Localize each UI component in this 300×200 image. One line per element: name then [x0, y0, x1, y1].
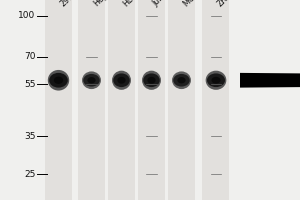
Ellipse shape [172, 71, 191, 89]
Text: 100: 100 [18, 11, 35, 20]
Ellipse shape [142, 71, 161, 90]
Bar [108, 0, 135, 200]
Text: 35: 35 [24, 132, 35, 141]
Ellipse shape [177, 77, 186, 83]
Bar [138, 0, 165, 200]
Text: 293: 293 [58, 0, 76, 8]
Text: 55: 55 [24, 80, 35, 89]
Text: HL-60: HL-60 [122, 0, 144, 8]
Text: HepG2: HepG2 [92, 0, 117, 8]
Text: Jurkat: Jurkat [152, 0, 174, 8]
Ellipse shape [112, 71, 131, 90]
Text: 70: 70 [24, 52, 35, 61]
Ellipse shape [87, 77, 96, 83]
Ellipse shape [82, 71, 101, 89]
Ellipse shape [48, 70, 69, 91]
Ellipse shape [113, 73, 130, 87]
Ellipse shape [212, 77, 220, 84]
Polygon shape [240, 73, 300, 88]
Bar [202, 0, 230, 200]
Text: ZR-75-1: ZR-75-1 [216, 0, 245, 8]
Text: MCF-7: MCF-7 [182, 0, 206, 8]
Ellipse shape [147, 77, 156, 84]
Ellipse shape [83, 74, 100, 87]
Bar [78, 0, 105, 200]
Ellipse shape [117, 77, 126, 84]
Ellipse shape [54, 77, 63, 84]
Ellipse shape [49, 73, 68, 88]
Ellipse shape [173, 74, 190, 87]
Bar [45, 0, 72, 200]
Text: 25: 25 [24, 170, 35, 179]
Ellipse shape [206, 71, 226, 90]
Bar [168, 0, 195, 200]
Ellipse shape [207, 73, 225, 87]
Ellipse shape [143, 73, 160, 87]
